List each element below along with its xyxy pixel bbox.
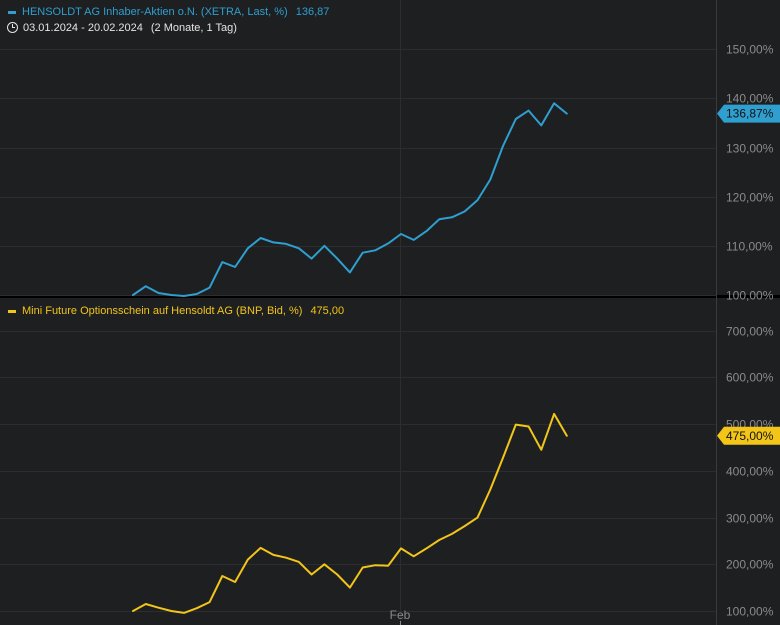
top-panel: 100,00% 110,00% 120,00% 130,00% 140,00% 150,0… [0,0,780,303]
y-tick-label: 150,00% [726,43,774,57]
bottom-series-value: 475,00 [310,305,345,317]
bottom-last-value-tag [717,426,780,445]
y-tick-label: 600,00% [726,371,774,385]
bottom-panel: 100,00%200,00%300,00%400,00%500,00%600,0… [0,298,780,625]
y-tick-label: 130,00% [726,142,774,156]
top-series-legend[interactable]: HENSOLDT AG Inhaber-Aktien o.N. (XETRA, … [8,6,329,18]
y-tick-label: 120,00% [726,191,774,205]
bottom-series-line [132,412,568,614]
y-tick-label: 700,00% [726,325,774,339]
top-last-value-tag [717,104,780,123]
y-tick-label: 100,00% [726,289,774,303]
bottom-last-value-label: 475,00% [726,429,774,443]
y-tick-label: 140,00% [726,92,774,106]
y-tick-label: 110,00% [726,240,773,254]
y-tick-label: 200,00% [726,558,774,572]
series-color-swatch [8,10,16,14]
y-tick-label: 300,00% [726,512,774,526]
y-tick-label: 100,00% [726,605,774,619]
top-series-line [132,102,568,297]
bottom-series-legend[interactable]: Mini Future Optionsschein auf Hensoldt A… [8,305,344,317]
bottom-series-name: Mini Future Optionsschein auf Hensoldt A… [22,305,303,317]
top-series-value: 136,87 [295,6,330,18]
top-last-value-label: 136,87% [726,107,774,121]
x-tick-label-feb: Feb [390,608,411,622]
panel-separator [0,295,780,298]
series-color-swatch [8,309,16,313]
y-tick-label: 400,00% [726,465,774,479]
date-range[interactable]: 03.01.2024 - 20.02.2024 (2 Monate, 1 Tag) [7,22,237,34]
date-range-text: 03.01.2024 - 20.02.2024 [23,22,143,34]
date-span-text: (2 Monate, 1 Tag) [150,22,237,34]
clock-icon [7,22,18,33]
top-series-name: HENSOLDT AG Inhaber-Aktien o.N. (XETRA, … [22,6,288,18]
